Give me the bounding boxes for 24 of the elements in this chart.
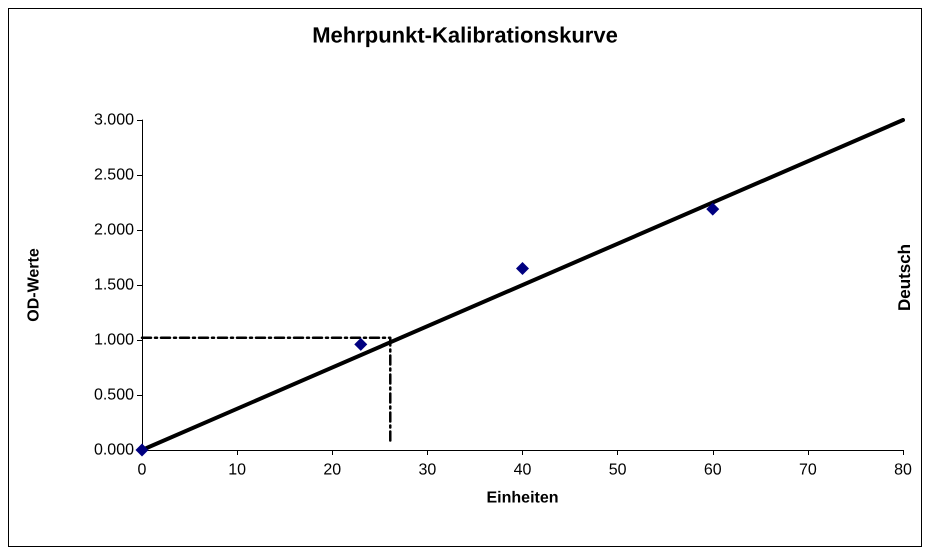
y-axis-title: OD-Werte bbox=[26, 248, 42, 322]
y-tick-label: 3.000 bbox=[94, 112, 134, 128]
point bbox=[516, 262, 529, 275]
point bbox=[354, 338, 368, 351]
point bbox=[136, 444, 148, 456]
x-tick-label: 30 bbox=[418, 462, 436, 478]
x-tick-label: 60 bbox=[704, 462, 722, 478]
annotation: Deutsch bbox=[895, 244, 914, 312]
point bbox=[706, 202, 720, 216]
y-tick-label: 2.500 bbox=[94, 166, 134, 184]
y-tick-label: 1.500 bbox=[94, 276, 134, 294]
y-tick-label: 2.000 bbox=[94, 222, 134, 238]
y-tick-label: 0.500 bbox=[94, 386, 134, 404]
x-tick-label: 40 bbox=[514, 462, 532, 478]
y-tick-label: 0.000 bbox=[94, 442, 134, 458]
x-tick-label: 70 bbox=[798, 462, 817, 478]
x-tick-label: 80 bbox=[894, 462, 912, 478]
x-tick-label: 10 bbox=[228, 462, 246, 478]
x-tick-label: 20 bbox=[323, 462, 342, 478]
y-tick-label: 1.000 bbox=[94, 332, 134, 348]
x-axis-title: Einheiten bbox=[486, 490, 559, 506]
x-tick-label: 50 bbox=[608, 462, 627, 478]
x-tick-label: 0 bbox=[138, 462, 147, 478]
chart-title: Mehrpunkt-Kalibrationskurve bbox=[312, 22, 618, 48]
